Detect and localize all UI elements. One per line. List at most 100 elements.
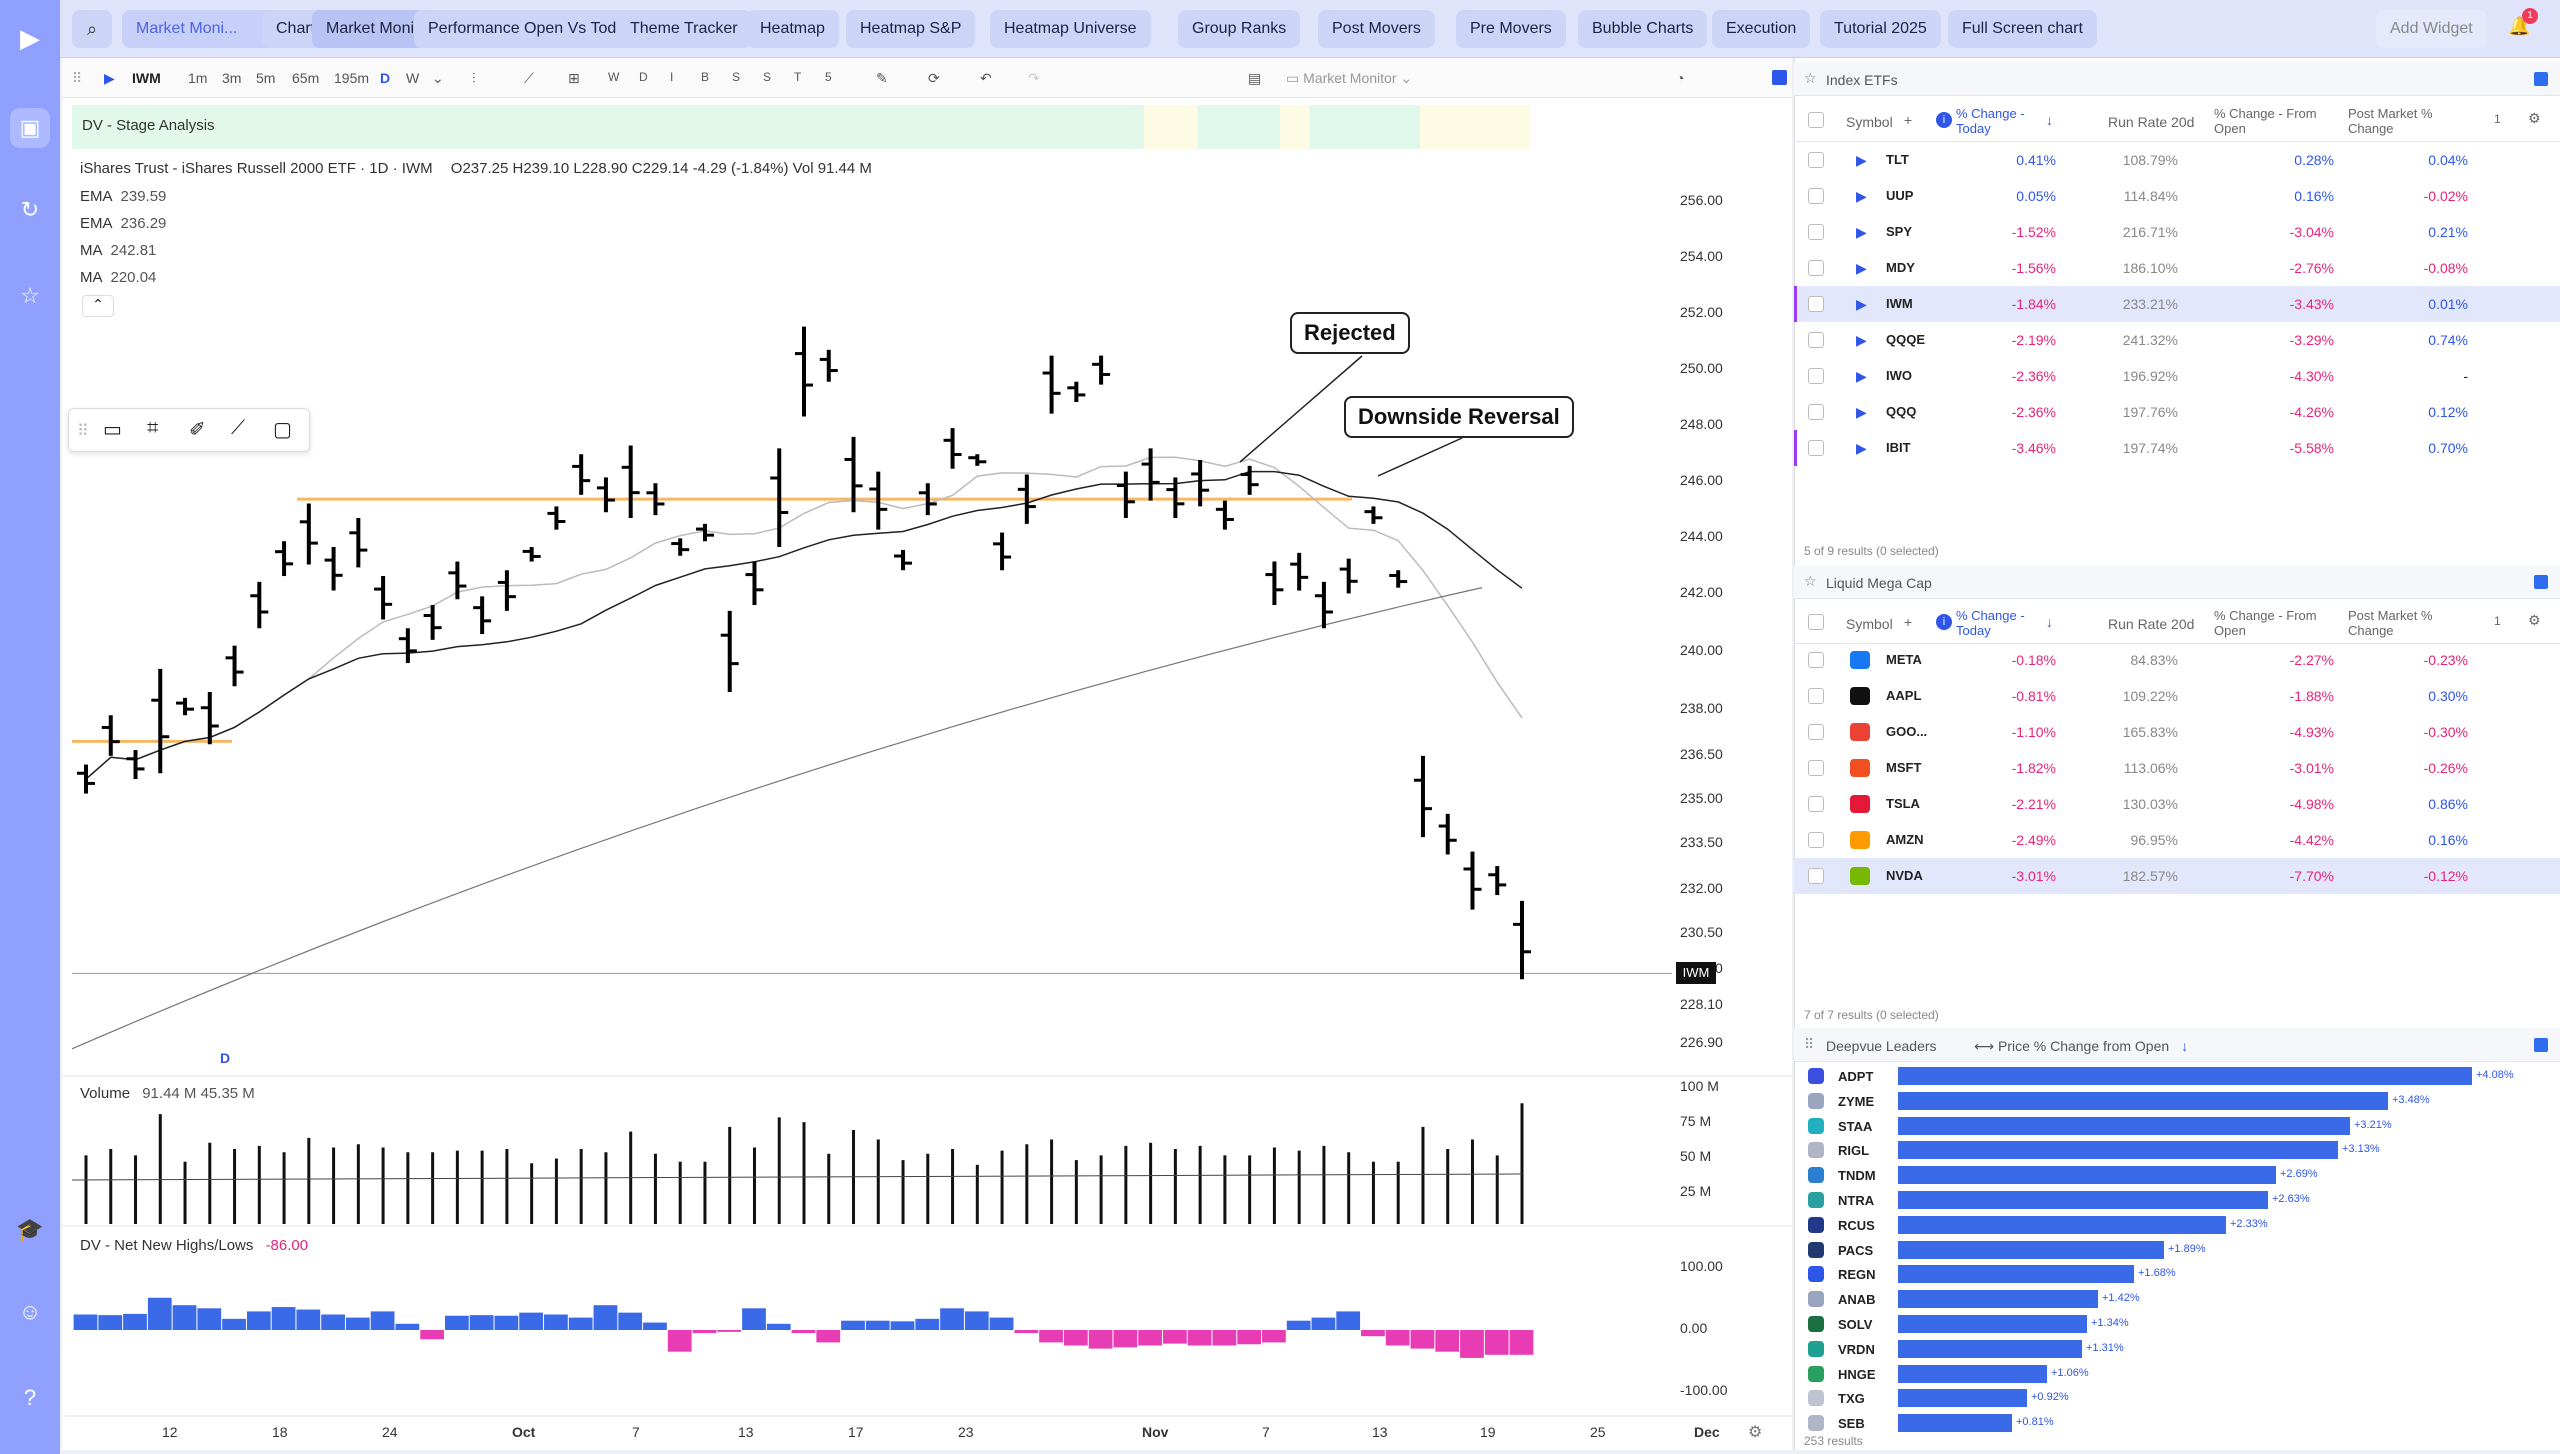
play-icon[interactable]: ▶ (1856, 440, 1867, 456)
col-symbol[interactable]: Symbol (1846, 114, 1893, 130)
interval-65m[interactable]: 65m (292, 70, 320, 86)
tab-group-ranks[interactable]: Group Ranks (1178, 10, 1301, 48)
day-filter-1[interactable]: D (639, 70, 648, 84)
layout-name[interactable]: ▭ Market Monitor ⌄ (1286, 70, 1412, 87)
drag-handle-icon[interactable]: ⠿ (72, 70, 83, 86)
star-icon[interactable]: ☆ (20, 283, 40, 308)
day-filter-2[interactable]: I (670, 70, 674, 84)
leader-row[interactable]: RCUS +2.33% (1794, 1213, 2560, 1237)
row-checkbox[interactable] (1808, 296, 1824, 312)
leader-row[interactable]: PACS +1.89% (1794, 1238, 2560, 1262)
trendline-tool-icon[interactable]: ⟋ (231, 417, 245, 439)
indicator-0[interactable]: EMA 239.59 (80, 188, 166, 205)
col-symbol[interactable]: Symbol (1846, 616, 1893, 632)
leader-row[interactable]: SOLV +1.34% (1794, 1312, 2560, 1336)
settings-gear-icon[interactable]: ⚙ (2528, 612, 2541, 628)
col-run-rate[interactable]: Run Rate 20d (2108, 114, 2195, 130)
refresh-icon[interactable]: ⟳ (928, 70, 940, 86)
play-icon[interactable]: ▶ (1856, 188, 1867, 204)
leader-row[interactable]: ANAB +1.42% (1794, 1287, 2560, 1311)
table-row[interactable]: ▶ SPY -1.52% 216.71% -3.04% 0.21% (1794, 214, 2560, 250)
leader-row[interactable]: TNDM +2.69% (1794, 1163, 2560, 1187)
leader-row[interactable]: VRDN +1.31% (1794, 1337, 2560, 1361)
select-all-checkbox[interactable] (1808, 112, 1824, 128)
row-checkbox[interactable] (1808, 404, 1824, 420)
line-tool-icon[interactable]: ⟋ (524, 70, 534, 86)
row-checkbox[interactable] (1808, 332, 1824, 348)
add-widget-button[interactable]: Add Widget (2376, 10, 2487, 48)
table-row[interactable]: AMZN -2.49% 96.95% -4.42% 0.16% (1794, 822, 2560, 858)
interval-3m[interactable]: 3m (222, 70, 242, 86)
sort-desc-icon[interactable]: ↓ (2046, 112, 2053, 128)
day-filter-3[interactable]: B (701, 70, 710, 84)
info-icon[interactable]: i (1936, 112, 1952, 128)
settings-gear-icon[interactable]: ⚙ (1748, 1424, 1763, 1441)
row-checkbox[interactable] (1808, 760, 1824, 776)
tab-heatmap[interactable]: Heatmap (746, 10, 839, 48)
table-row[interactable]: ▶ QQQE -2.19% 241.32% -3.29% 0.74% (1794, 322, 2560, 358)
add-column-icon[interactable]: + (1904, 614, 1913, 630)
drag-handle-icon[interactable]: ⠿ (77, 423, 89, 440)
row-checkbox[interactable] (1808, 688, 1824, 704)
leader-row[interactable]: NTRA +2.63% (1794, 1188, 2560, 1212)
leader-row[interactable]: TXG +0.92% (1794, 1386, 2560, 1410)
annotation-downside-reversal[interactable]: Downside Reversal (1344, 396, 1574, 438)
leader-row[interactable]: ADPT +4.08% (1794, 1064, 2560, 1088)
leader-row[interactable]: HNGE +1.06% (1794, 1362, 2560, 1386)
panel-color-icon[interactable] (2534, 1038, 2548, 1052)
indicator-3[interactable]: MA 220.04 (80, 269, 156, 286)
day-filter-0[interactable]: W (608, 70, 620, 84)
layout-icon[interactable]: ▤ (1248, 70, 1262, 86)
table-row[interactable]: TSLA -2.21% 130.03% -4.98% 0.86% (1794, 786, 2560, 822)
symbol-label[interactable]: IWM (132, 70, 161, 86)
row-checkbox[interactable] (1808, 224, 1824, 240)
panel-color-icon[interactable] (2534, 575, 2548, 589)
table-row[interactable]: ▶ IWM -1.84% 233.21% -3.43% 0.01% (1794, 286, 2560, 322)
tab-performance-open-vs-today[interactable]: Performance Open Vs Today (414, 10, 648, 48)
panel-color-icon[interactable] (2534, 72, 2548, 86)
info-icon[interactable]: i (1936, 614, 1952, 630)
interval-w[interactable]: W (406, 70, 420, 86)
row-checkbox[interactable] (1808, 188, 1824, 204)
table-row[interactable]: ▶ UUP 0.05% 114.84% 0.16% -0.02% (1794, 178, 2560, 214)
leader-row[interactable]: SEB +0.81% (1794, 1411, 2560, 1435)
tab-full-screen-chart[interactable]: Full Screen chart (1948, 10, 2097, 48)
chevron-down-icon[interactable]: ⌄ (432, 70, 444, 86)
col-change-today[interactable]: % Change - Today (1956, 106, 2025, 136)
help-icon[interactable]: ? (23, 1385, 37, 1410)
col-post-market[interactable]: Post Market % Change (2348, 608, 2433, 638)
day-filter-7[interactable]: 5 (825, 70, 832, 84)
table-row[interactable]: ▶ TLT 0.41% 108.79% 0.28% 0.04% (1794, 142, 2560, 178)
tab-tutorial-2025[interactable]: Tutorial 2025 (1820, 10, 1941, 48)
timer-icon[interactable]: ◔ (1676, 70, 1685, 86)
play-icon[interactable]: ▶ (1856, 224, 1867, 240)
sort-desc-icon[interactable]: ↓ (2046, 614, 2053, 630)
play-icon[interactable]: ▶ (1856, 332, 1867, 348)
col-post-market[interactable]: Post Market % Change (2348, 106, 2433, 136)
tab-heatmap-s-p[interactable]: Heatmap S&P (846, 10, 976, 48)
row-checkbox[interactable] (1808, 832, 1824, 848)
settings-gear-icon[interactable]: ⚙ (2528, 110, 2541, 126)
redo-icon[interactable]: ↷ (1028, 70, 1040, 86)
search-icon[interactable]: ⌕ (72, 10, 112, 48)
leader-row[interactable]: ZYME +3.48% (1794, 1089, 2560, 1113)
history-icon[interactable]: ↻ (20, 197, 40, 222)
row-checkbox[interactable] (1808, 652, 1824, 668)
logo-icon[interactable]: ▶ (20, 22, 40, 53)
row-checkbox[interactable] (1808, 260, 1824, 276)
pattern-tool-icon[interactable]: ⌗ (147, 417, 159, 439)
row-checkbox[interactable] (1808, 440, 1824, 456)
table-row[interactable]: ▶ MDY -1.56% 186.10% -2.76% -0.08% (1794, 250, 2560, 286)
play-icon[interactable]: ▶ (104, 70, 115, 86)
select-all-checkbox[interactable] (1808, 614, 1824, 630)
interval-d[interactable]: D (380, 70, 391, 86)
table-row[interactable]: ▶ IBIT -3.46% 197.74% -5.58% 0.70% (1794, 430, 2560, 466)
table-row[interactable]: ▶ QQQ -2.36% 197.76% -4.26% 0.12% (1794, 394, 2560, 430)
interval-195m[interactable]: 195m (334, 70, 370, 86)
col-run-rate[interactable]: Run Rate 20d (2108, 616, 2195, 632)
grid-icon[interactable]: ⊞ (568, 70, 580, 86)
tab-execution[interactable]: Execution (1712, 10, 1811, 48)
table-row[interactable]: NVDA -3.01% 182.57% -7.70% -0.12% (1794, 858, 2560, 894)
graduation-cap-icon[interactable]: 🎓 (16, 1217, 44, 1242)
play-icon[interactable]: ▶ (1856, 368, 1867, 384)
